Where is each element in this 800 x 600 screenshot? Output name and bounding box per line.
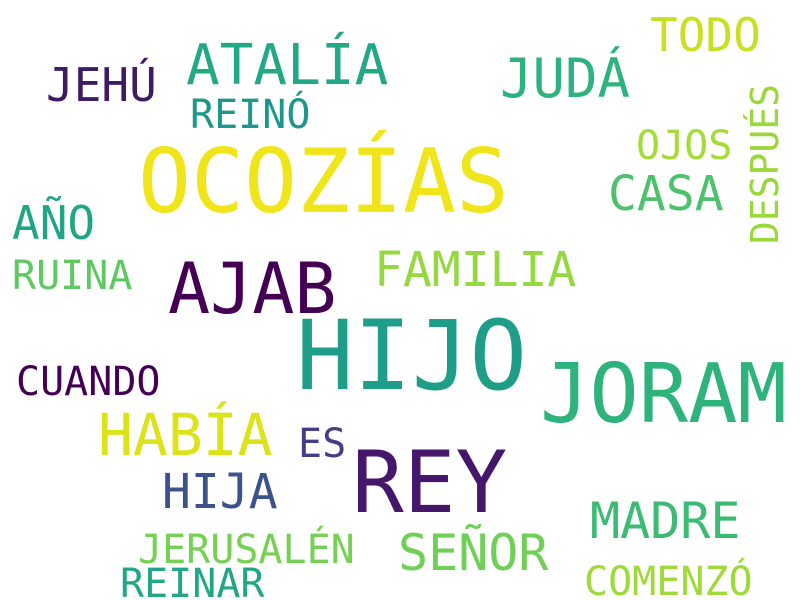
word-cuando: CUANDO bbox=[16, 359, 161, 405]
word-jerusalen: JERUSALÉN bbox=[138, 527, 355, 573]
word-habia: HABÍA bbox=[98, 401, 273, 469]
word-comenzo: COMENZÓ bbox=[584, 559, 753, 600]
word-senor: SEÑOR bbox=[398, 524, 549, 582]
word-hija: HIJA bbox=[162, 464, 278, 520]
word-ocozias: OCOZÍAS bbox=[138, 130, 509, 233]
word-ano: AÑO bbox=[12, 196, 96, 250]
word-reino: REINÓ bbox=[190, 92, 311, 138]
word-hijo: HIJO bbox=[296, 300, 528, 412]
word-despues: DESPUÉS bbox=[743, 84, 787, 245]
word-reinar: REINAR bbox=[120, 561, 265, 600]
word-casa: CASA bbox=[608, 166, 724, 222]
word-ajab: AJAB bbox=[168, 248, 337, 330]
word-juda: JUDÁ bbox=[500, 47, 631, 110]
word-jehu: JEHÚ bbox=[46, 58, 157, 112]
word-ojos: OJOS bbox=[636, 123, 733, 169]
word-joram: JORAM bbox=[540, 347, 787, 442]
word-familia: FAMILIA bbox=[374, 242, 577, 298]
word-ruina: RUINA bbox=[12, 253, 133, 299]
word-atalia: ATALÍA bbox=[186, 33, 389, 98]
word-rey: REY bbox=[352, 433, 508, 533]
word-es: ES bbox=[298, 421, 347, 467]
word-todo: TODO bbox=[650, 8, 761, 62]
word-madre: MADRE bbox=[590, 492, 741, 550]
